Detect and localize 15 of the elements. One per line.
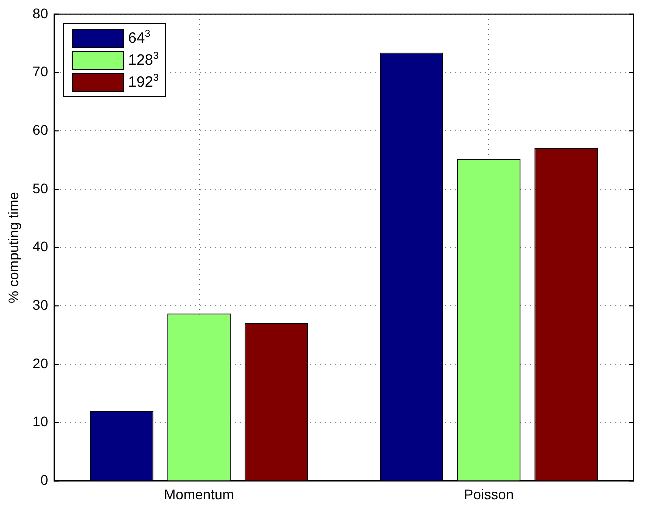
legend-label: 192$^{3}$ xyxy=(128,73,159,92)
y-tick-label: 20 xyxy=(32,355,49,372)
legend-label: 128$^{3}$ xyxy=(128,51,159,70)
y-tick-label: 80 xyxy=(32,5,49,22)
x-tick-label: Poisson xyxy=(464,486,514,502)
x-tick-label: Momentum xyxy=(164,486,234,502)
y-tick-label: 10 xyxy=(32,414,49,430)
y-tick-label: 40 xyxy=(32,238,49,255)
y-tick-label: 60 xyxy=(32,122,49,138)
y-tick-label: 70 xyxy=(32,64,49,80)
y-axis-title: % computing time xyxy=(5,192,22,304)
y-tick-label: 30 xyxy=(32,297,49,314)
y-tick-label: 0 xyxy=(40,472,49,488)
legend-label: 64$^{3}$ xyxy=(128,29,151,48)
y-tick-label: 50 xyxy=(32,180,49,196)
